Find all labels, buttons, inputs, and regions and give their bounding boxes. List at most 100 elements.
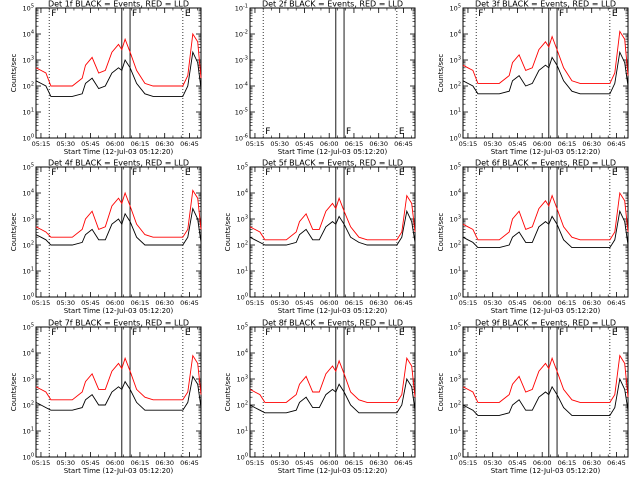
tick-exponent: 5: [458, 4, 461, 10]
x-tick-label: 06:45: [607, 459, 626, 467]
y-tick-label: 102: [23, 241, 34, 250]
tick-exponent: 2: [458, 241, 461, 247]
x-tick-label: 05:15: [246, 459, 265, 467]
flag-label: F: [559, 168, 564, 178]
tick-base: 10: [450, 57, 458, 65]
series-events-line: [35, 50, 202, 97]
flag-label: F: [132, 328, 137, 338]
flag-label: F: [346, 168, 351, 178]
y-tick-label: 105: [23, 163, 34, 172]
series-events-line: [462, 377, 629, 416]
y-tick-label: 10-2: [235, 30, 248, 39]
tick-exponent: 1: [245, 267, 248, 273]
tick-exponent: 4: [245, 189, 248, 195]
tick-base: 10: [237, 350, 245, 358]
plot-frame: [249, 326, 416, 458]
flag-label: F: [265, 127, 270, 137]
tick-exponent: 5: [245, 163, 248, 169]
tick-exponent: 1: [458, 108, 461, 114]
y-tick-label: 103: [237, 215, 248, 224]
tick-exponent: 5: [458, 163, 461, 169]
plot-frame: [249, 166, 416, 298]
x-axis-label: Start Time (12-Jul-03 05:12:20): [491, 148, 601, 156]
tick-exponent: -5: [243, 108, 248, 114]
tick-exponent: 0: [245, 453, 248, 459]
tick-base: 10: [23, 83, 31, 91]
x-tick-label: 05:15: [459, 299, 478, 307]
tick-exponent: 3: [245, 215, 248, 221]
tick-base: 10: [450, 402, 458, 410]
tick-base: 10: [450, 5, 458, 13]
plot-frame: [462, 7, 629, 139]
x-tick-label: 05:15: [246, 299, 265, 307]
x-tick-label: 06:45: [180, 299, 199, 307]
flag-label: F: [132, 168, 137, 178]
tick-exponent: 3: [458, 375, 461, 381]
tick-exponent: 1: [458, 267, 461, 273]
x-tick-label: 06:00: [533, 459, 552, 467]
flag-label: E: [612, 168, 618, 178]
y-tick-label: 100: [237, 293, 248, 302]
tick-base: 10: [23, 402, 31, 410]
x-tick-label: 05:45: [295, 299, 314, 307]
tick-exponent: 3: [458, 215, 461, 221]
panel-det-2: Det 2f BLACK = Events, RED = LLD10-610-5…: [235, 0, 416, 156]
x-tick-label: 05:30: [270, 459, 289, 467]
x-tick-label: 06:30: [369, 140, 388, 148]
tick-base: 10: [237, 242, 245, 250]
tick-base: 10: [450, 109, 458, 117]
y-tick-label: 102: [450, 82, 461, 91]
x-tick-label: 05:45: [508, 140, 527, 148]
tick-exponent: 4: [31, 189, 34, 195]
tick-base: 10: [235, 5, 243, 13]
panel-title: Det 7f BLACK = Events, RED = LLD: [48, 319, 189, 328]
series-events-line: [462, 209, 629, 249]
x-tick-label: 05:45: [295, 140, 314, 148]
tick-base: 10: [450, 294, 458, 302]
x-axis-label: Start Time (12-Jul-03 05:12:20): [491, 307, 601, 315]
x-tick-label: 06:15: [131, 459, 150, 467]
x-axis-label: Start Time (12-Jul-03 05:12:20): [278, 148, 388, 156]
tick-base: 10: [23, 454, 31, 462]
y-tick-label: 102: [23, 401, 34, 410]
x-tick-label: 05:30: [56, 140, 75, 148]
tick-exponent: 2: [245, 241, 248, 247]
y-tick-label: 101: [23, 267, 34, 276]
plot-frame: [35, 7, 202, 139]
tick-exponent: 5: [31, 163, 34, 169]
y-tick-label: 10-4: [235, 82, 248, 91]
flag-label: F: [559, 9, 564, 19]
tick-base: 10: [23, 164, 31, 172]
x-tick-label: 06:00: [320, 140, 339, 148]
y-tick-label: 104: [450, 30, 461, 39]
tick-base: 10: [450, 135, 458, 143]
tick-exponent: 1: [245, 427, 248, 433]
flag-label: E: [399, 168, 405, 178]
series-events-line: [35, 207, 202, 246]
y-tick-label: 104: [450, 349, 461, 358]
y-tick-label: 101: [237, 267, 248, 276]
tick-base: 10: [23, 324, 31, 332]
flag-label: F: [265, 168, 270, 178]
y-tick-label: 104: [450, 189, 461, 198]
plot-frame: [462, 166, 629, 298]
y-tick-label: 103: [23, 215, 34, 224]
x-tick-label: 06:30: [369, 299, 388, 307]
tick-base: 10: [237, 376, 245, 384]
flag-label: E: [185, 328, 191, 338]
y-tick-label: 10-5: [235, 108, 248, 117]
tick-exponent: 5: [31, 323, 34, 329]
x-tick-label: 06:00: [533, 140, 552, 148]
x-tick-label: 06:15: [558, 140, 577, 148]
tick-exponent: 4: [458, 30, 461, 36]
panel-title: Det 2f BLACK = Events, RED = LLD: [262, 0, 403, 9]
tick-base: 10: [450, 83, 458, 91]
flag-label: F: [478, 328, 483, 338]
x-axis-label: Start Time (12-Jul-03 05:12:20): [278, 307, 388, 315]
x-tick-label: 06:45: [607, 140, 626, 148]
flag-label: E: [185, 9, 191, 19]
x-tick-label: 05:15: [459, 140, 478, 148]
x-tick-label: 06:15: [131, 140, 150, 148]
y-tick-label: 103: [23, 56, 34, 65]
series-events-line: [249, 377, 416, 414]
